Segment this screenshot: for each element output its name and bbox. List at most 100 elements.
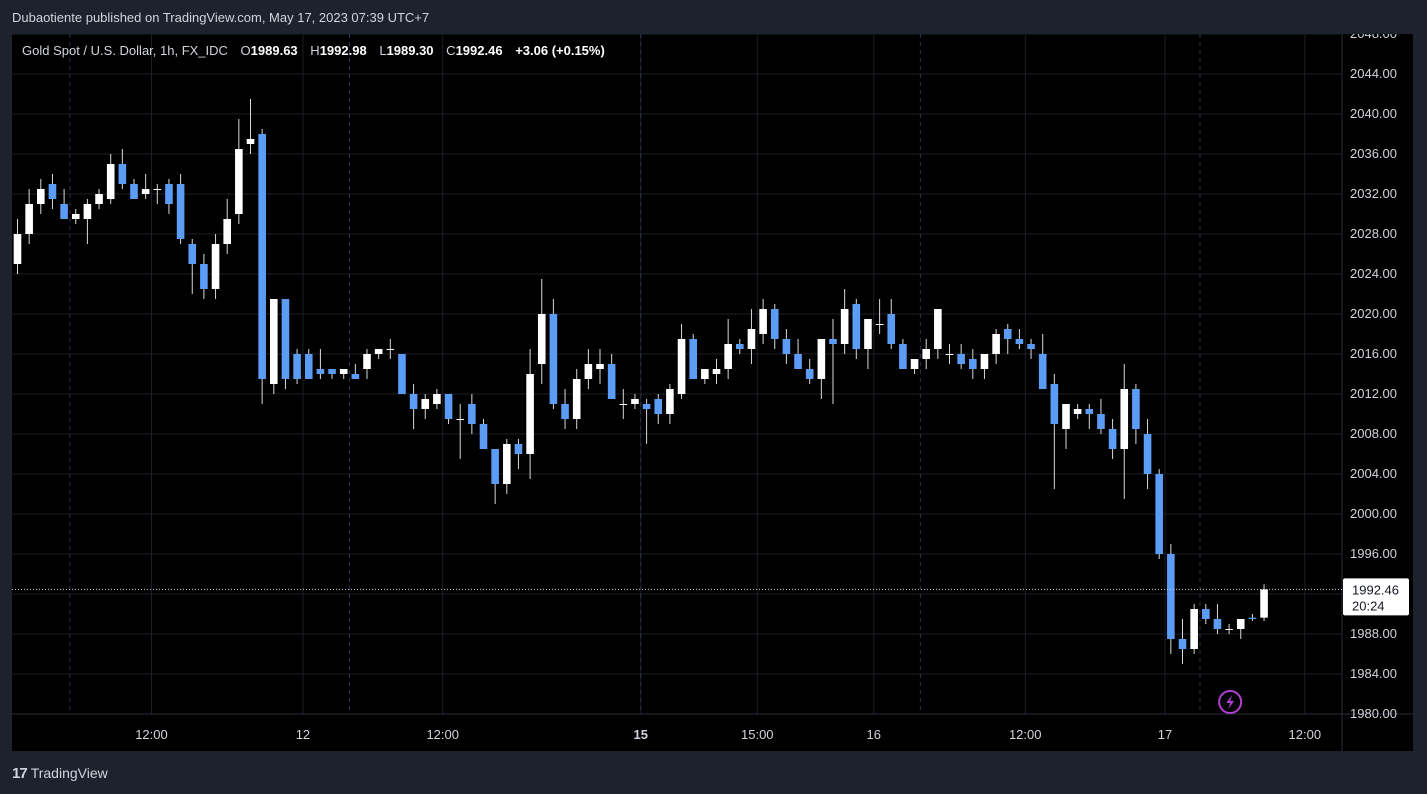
candle-body bbox=[631, 399, 639, 404]
candle-body bbox=[712, 369, 721, 374]
price-tick-label: 2036.00 bbox=[1350, 146, 1397, 161]
candle-body bbox=[899, 344, 907, 369]
published-note: Dubaotiente published on TradingView.com… bbox=[12, 10, 430, 25]
event-marker-ring bbox=[1218, 690, 1243, 714]
candle-body bbox=[805, 369, 814, 379]
candle-body bbox=[922, 349, 930, 359]
candle-body bbox=[1108, 429, 1117, 449]
candle-body bbox=[829, 339, 837, 344]
candle-body bbox=[561, 404, 569, 419]
candle-body bbox=[584, 364, 593, 379]
candle-body bbox=[37, 189, 45, 204]
candle-body bbox=[211, 244, 220, 289]
candle-body bbox=[503, 444, 511, 484]
candle-body bbox=[270, 299, 278, 384]
candle-body bbox=[642, 404, 651, 409]
candle-body bbox=[200, 264, 208, 289]
candle-body bbox=[153, 189, 162, 190]
open-value: 1989.63 bbox=[250, 43, 298, 58]
candle-body bbox=[1178, 639, 1187, 649]
time-tick-label: 17 bbox=[1158, 727, 1172, 742]
candle-body bbox=[479, 424, 488, 449]
candle-body bbox=[1062, 404, 1070, 429]
candle-body bbox=[235, 149, 243, 214]
candle-body bbox=[1120, 389, 1129, 449]
candle-body bbox=[176, 184, 185, 239]
time-tick-label: 15:00 bbox=[741, 727, 774, 742]
candle-body bbox=[444, 394, 453, 419]
high-value: 1992.98 bbox=[319, 43, 367, 58]
price-tick-label: 2040.00 bbox=[1350, 106, 1397, 121]
candle-body bbox=[491, 449, 499, 484]
candles-group bbox=[13, 99, 1268, 664]
candlestick-chart[interactable]: 1980.001984.001988.001992.001996.002000.… bbox=[12, 34, 1413, 751]
price-tick-label: 2028.00 bbox=[1350, 226, 1397, 241]
tradingview-logo[interactable]: 17 bbox=[12, 764, 28, 782]
candle-body bbox=[1202, 609, 1210, 619]
low-label: L bbox=[379, 43, 387, 58]
candle-body bbox=[1038, 354, 1047, 389]
symbol-legend: Gold Spot / U.S. Dollar, 1h, FX_IDC O198… bbox=[22, 43, 605, 58]
candle-body bbox=[1236, 619, 1245, 629]
candle-body bbox=[572, 379, 581, 419]
candle-body bbox=[1003, 329, 1012, 339]
candle-body bbox=[770, 309, 779, 339]
candle-body bbox=[677, 339, 686, 394]
candle-body bbox=[945, 354, 954, 355]
candle-body bbox=[596, 364, 604, 369]
candle-body bbox=[95, 194, 103, 204]
candle-body bbox=[782, 339, 791, 354]
candle-body bbox=[689, 339, 697, 379]
symbol-title[interactable]: Gold Spot / U.S. Dollar, 1h, FX_IDC bbox=[22, 43, 228, 58]
candle-body bbox=[304, 354, 313, 379]
close-label: C bbox=[446, 43, 456, 58]
candle-body bbox=[1225, 629, 1233, 630]
candle-body bbox=[1260, 589, 1268, 618]
candle-body bbox=[433, 394, 441, 404]
candle-body bbox=[374, 349, 383, 354]
candle-body bbox=[666, 389, 674, 414]
candle-body bbox=[724, 344, 732, 369]
candle-body bbox=[106, 164, 115, 199]
chart-area[interactable]: 1980.001984.001988.001992.001996.002000.… bbox=[12, 34, 1413, 751]
candle-body bbox=[48, 184, 57, 199]
bar-countdown: 20:24 bbox=[1352, 598, 1385, 613]
candle-body bbox=[537, 314, 546, 364]
price-tick-label: 2000.00 bbox=[1350, 506, 1397, 521]
plot-background bbox=[12, 34, 1413, 751]
candle-body bbox=[1213, 619, 1222, 629]
time-tick-label: 12 bbox=[296, 727, 310, 742]
candle-body bbox=[514, 444, 523, 454]
time-tick-label: 16 bbox=[867, 727, 881, 742]
price-tick-label: 2020.00 bbox=[1350, 306, 1397, 321]
price-tick-label: 2048.00 bbox=[1350, 34, 1397, 41]
candle-body bbox=[736, 344, 744, 349]
candle-body bbox=[316, 369, 325, 374]
lightning-bolt-icon bbox=[1218, 690, 1243, 714]
header: Dubaotiente published on TradingView.com… bbox=[0, 0, 1427, 34]
candle-body bbox=[1073, 409, 1082, 414]
candle-body bbox=[1050, 384, 1059, 424]
price-tick-label: 2044.00 bbox=[1350, 66, 1397, 81]
candle-body bbox=[83, 204, 92, 219]
candle-body bbox=[188, 244, 197, 264]
open-label: O bbox=[240, 43, 251, 58]
price-tick-label: 2032.00 bbox=[1350, 186, 1397, 201]
candle-body bbox=[328, 369, 336, 374]
candle-body bbox=[223, 219, 231, 244]
candle-body bbox=[409, 394, 418, 409]
candle-body bbox=[619, 404, 628, 405]
candle-body bbox=[1190, 609, 1198, 649]
candle-body bbox=[1143, 434, 1152, 474]
candle-body bbox=[549, 314, 558, 404]
candle-body bbox=[1132, 389, 1140, 429]
price-tick-label: 1984.00 bbox=[1350, 666, 1397, 681]
footer: 17 TradingView bbox=[12, 763, 108, 783]
brand-name[interactable]: TradingView bbox=[30, 765, 108, 781]
close-value: 1992.46 bbox=[455, 43, 503, 58]
candle-body bbox=[130, 184, 138, 199]
candle-body bbox=[13, 234, 22, 264]
candle-body bbox=[363, 354, 371, 369]
candle-body bbox=[293, 354, 301, 379]
candle-body bbox=[1015, 339, 1024, 344]
